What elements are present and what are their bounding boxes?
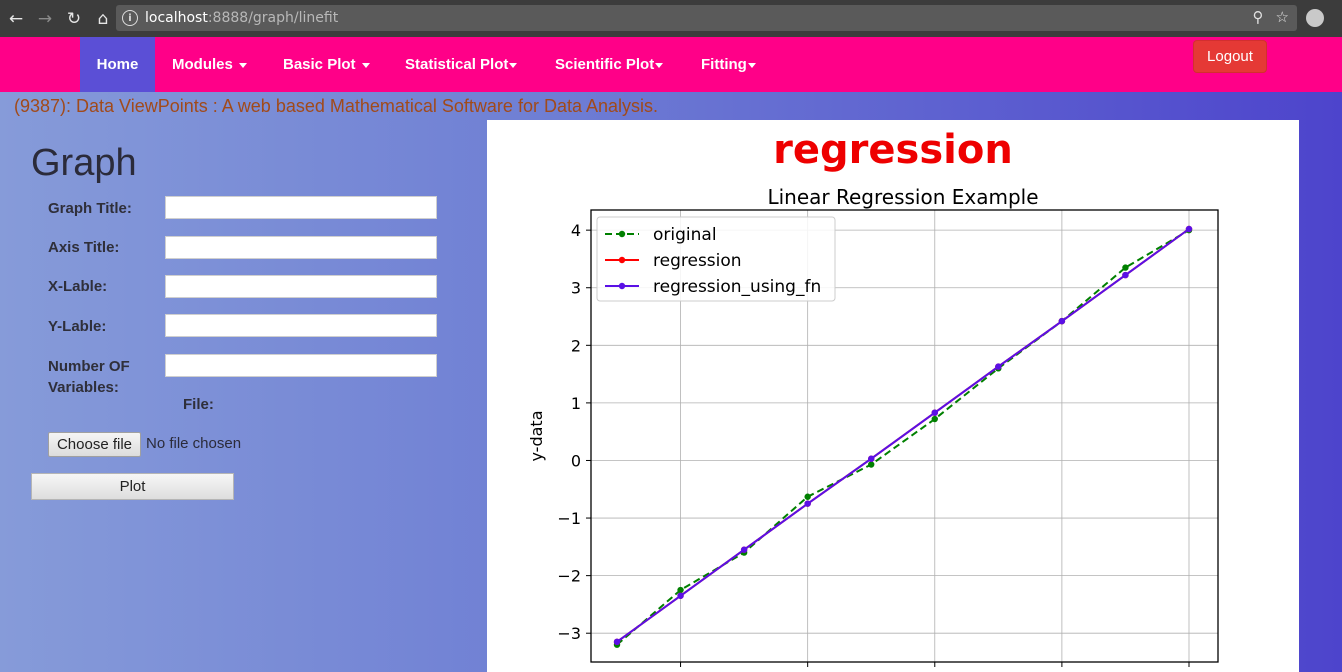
- url-path: :8888/graph/linefit: [207, 10, 339, 26]
- caret-down-icon: [238, 63, 247, 68]
- y-tick-label: 0: [571, 451, 581, 470]
- num-variables-label: Number OF Variables:: [48, 358, 130, 396]
- num-variables-input[interactable]: [165, 354, 437, 377]
- caret-down-icon: [361, 63, 370, 68]
- chart-panel: regression Linear Regression Example y-d…: [487, 120, 1299, 672]
- y-tick-label: −1: [557, 509, 581, 528]
- axis-title-label: Axis Title:: [48, 239, 120, 256]
- reload-icon[interactable]: ↻: [66, 8, 82, 29]
- logout-button[interactable]: Logout: [1193, 40, 1267, 73]
- url-text[interactable]: localhost:8888/graph/linefit: [145, 10, 338, 26]
- data-point-regression-using-fn: [740, 546, 748, 553]
- home-icon[interactable]: ⌂: [97, 8, 109, 29]
- y-label-input[interactable]: [165, 314, 437, 337]
- caret-down-icon: [747, 63, 756, 68]
- y-tick-label: −3: [557, 624, 581, 643]
- series-line-original: [616, 229, 1190, 646]
- x-label-input[interactable]: [165, 275, 437, 298]
- data-point-original: [1122, 264, 1129, 271]
- graph-title-label: Graph Title:: [48, 200, 132, 217]
- data-point-regression-using-fn: [931, 409, 938, 416]
- forward-icon[interactable]: →: [37, 8, 53, 29]
- legend-marker-regression-using-fn: [618, 282, 626, 290]
- nav-scientific-plot-label: Scientific Plot: [555, 56, 655, 73]
- y-axis-label: y-data: [527, 411, 546, 462]
- nav-modules[interactable]: Modules: [172, 37, 247, 92]
- browser-toolbar: ← → ↻ ⌂ i localhost:8888/graph/linefit ⚲…: [0, 0, 1342, 37]
- plot-button[interactable]: Plot: [31, 473, 234, 500]
- legend-marker-original: [618, 230, 626, 238]
- data-point-original: [677, 586, 684, 594]
- nav-modules-label: Modules: [172, 56, 233, 73]
- data-point-regression-using-fn: [1058, 317, 1066, 325]
- y-tick-label: 3: [571, 279, 581, 298]
- file-label: File:: [183, 396, 214, 413]
- data-point-regression-using-fn: [995, 363, 1002, 370]
- nav-basic-plot-label: Basic Plot: [283, 56, 356, 73]
- x-label-label: X-Lable:: [48, 278, 108, 295]
- y-tick-label: 4: [571, 221, 581, 240]
- graph-title-input[interactable]: [165, 196, 437, 219]
- y-tick-label: −2: [557, 567, 581, 586]
- axis-title-input[interactable]: [165, 236, 437, 259]
- main-content: (9387): Data ViewPoints : A web based Ma…: [0, 92, 1342, 672]
- data-point-regression-using-fn: [868, 455, 875, 462]
- nav-statistical-plot[interactable]: Statistical Plot: [405, 37, 518, 92]
- caret-down-icon: [509, 63, 518, 68]
- zoom-icon[interactable]: ⚲: [1252, 8, 1264, 26]
- star-icon[interactable]: ☆: [1275, 8, 1289, 26]
- data-point-regression-using-fn: [677, 592, 684, 599]
- nav-home[interactable]: Home: [80, 37, 155, 92]
- plot-frame: [590, 209, 1219, 663]
- nav-home-label: Home: [96, 56, 139, 73]
- back-icon[interactable]: ←: [8, 8, 24, 29]
- navbar: Home Modules Basic Plot Statistical Plot…: [0, 37, 1342, 92]
- legend-label-regression: regression: [653, 251, 742, 271]
- regression-chart: Linear Regression Example y-data −3 −2 −1 0…: [527, 185, 1219, 667]
- y-tick-label: 1: [571, 394, 581, 413]
- y-label-label: Y-Lable:: [48, 318, 107, 335]
- nav-fitting-label: Fitting: [701, 56, 747, 73]
- data-point-regression-using-fn: [613, 638, 621, 646]
- address-bar[interactable]: i localhost:8888/graph/linefit ⚲ ☆: [116, 5, 1297, 31]
- form-title: Graph: [31, 142, 137, 184]
- extension-icon[interactable]: [1306, 9, 1324, 27]
- legend-label-regression-using-fn: regression_using_fn: [653, 277, 821, 297]
- data-point-original: [804, 493, 811, 500]
- legend-label-original: original: [653, 225, 717, 245]
- nav-fitting[interactable]: Fitting: [701, 37, 756, 92]
- chart-title: Linear Regression Example: [767, 185, 1038, 209]
- data-point-regression-using-fn: [1185, 225, 1193, 233]
- choose-file-button[interactable]: Choose file: [48, 432, 141, 457]
- url-host: localhost: [145, 10, 208, 26]
- nav-basic-plot[interactable]: Basic Plot: [283, 37, 370, 92]
- data-point-regression-using-fn: [1122, 271, 1129, 279]
- nav-scientific-plot[interactable]: Scientific Plot: [555, 37, 664, 92]
- result-heading: regression: [773, 127, 1013, 173]
- caret-down-icon: [655, 63, 664, 68]
- info-icon[interactable]: i: [122, 10, 138, 26]
- data-point-regression-using-fn: [804, 500, 811, 507]
- legend-box: [596, 216, 836, 302]
- nav-statistical-plot-label: Statistical Plot: [405, 56, 509, 73]
- app-tagline: (9387): Data ViewPoints : A web based Ma…: [14, 96, 659, 116]
- no-file-text: No file chosen: [146, 435, 242, 452]
- data-point-original: [931, 415, 938, 423]
- data-point-original: [868, 461, 875, 468]
- legend-marker-regression: [618, 256, 626, 264]
- y-tick-label: 2: [571, 336, 581, 355]
- series-line-regression-using-fn: [616, 228, 1190, 643]
